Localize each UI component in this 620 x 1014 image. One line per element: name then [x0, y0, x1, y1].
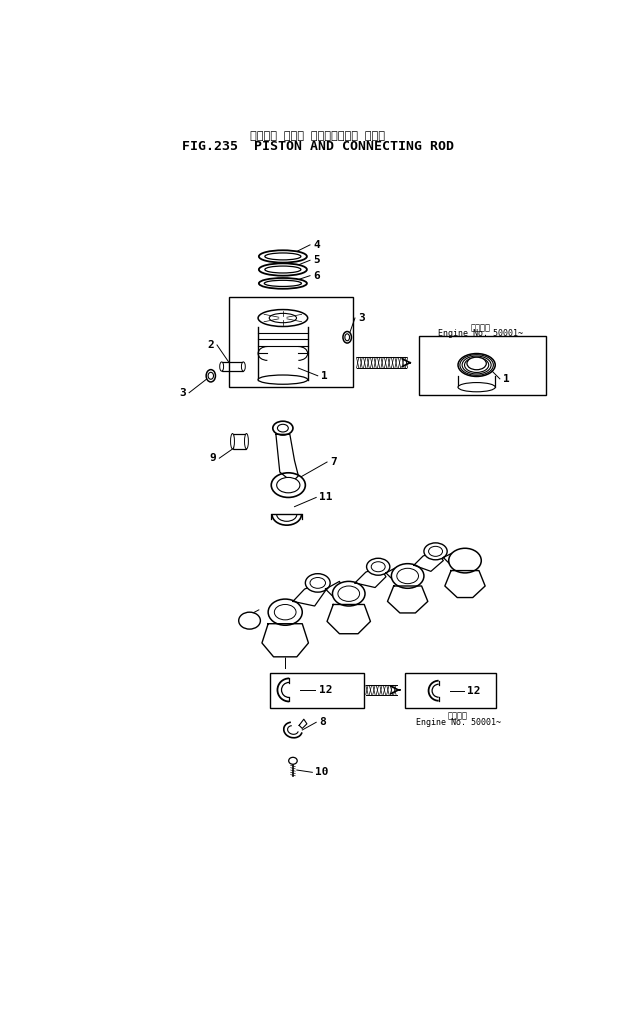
Text: 8: 8 — [319, 717, 326, 727]
Text: 適用番号: 適用番号 — [471, 323, 490, 333]
Polygon shape — [386, 567, 403, 581]
Polygon shape — [262, 624, 309, 657]
Ellipse shape — [371, 562, 385, 572]
Ellipse shape — [231, 434, 234, 449]
Text: 10: 10 — [316, 768, 329, 778]
Ellipse shape — [464, 358, 489, 372]
Text: 3: 3 — [179, 387, 186, 397]
Polygon shape — [299, 719, 307, 728]
Polygon shape — [443, 552, 462, 565]
Ellipse shape — [265, 266, 301, 273]
Text: 11: 11 — [319, 493, 333, 503]
Ellipse shape — [391, 564, 424, 588]
Polygon shape — [388, 586, 428, 612]
Ellipse shape — [449, 549, 481, 573]
Polygon shape — [327, 604, 371, 634]
Ellipse shape — [462, 356, 491, 374]
Text: 1: 1 — [321, 371, 327, 381]
Polygon shape — [414, 552, 443, 571]
Ellipse shape — [259, 278, 307, 289]
Ellipse shape — [244, 434, 249, 449]
Text: FIG.235  PISTON AND CONNECTING ROD: FIG.235 PISTON AND CONNECTING ROD — [182, 140, 454, 153]
Bar — [404, 673, 496, 709]
Ellipse shape — [343, 332, 352, 343]
Text: 12: 12 — [467, 685, 481, 696]
Ellipse shape — [424, 542, 447, 560]
Ellipse shape — [467, 357, 486, 370]
Ellipse shape — [277, 478, 300, 493]
Polygon shape — [276, 434, 298, 482]
Text: ピストン および コネクティング ロッド: ピストン および コネクティング ロッド — [250, 131, 385, 141]
Ellipse shape — [259, 250, 307, 263]
Ellipse shape — [265, 252, 301, 260]
Ellipse shape — [273, 421, 293, 435]
Ellipse shape — [258, 309, 308, 327]
Text: 6: 6 — [313, 271, 320, 281]
Text: 4: 4 — [313, 240, 320, 249]
Ellipse shape — [264, 280, 301, 287]
Ellipse shape — [206, 370, 216, 382]
Bar — [418, 336, 546, 395]
Ellipse shape — [338, 586, 360, 601]
Ellipse shape — [458, 382, 495, 391]
Text: 2: 2 — [207, 340, 214, 350]
Ellipse shape — [272, 473, 306, 498]
Ellipse shape — [366, 559, 390, 575]
Ellipse shape — [460, 355, 494, 375]
Ellipse shape — [241, 362, 246, 371]
Ellipse shape — [289, 757, 297, 765]
FancyBboxPatch shape — [222, 362, 243, 371]
Ellipse shape — [269, 313, 296, 322]
Polygon shape — [326, 581, 345, 598]
Ellipse shape — [219, 362, 224, 371]
Text: Engine No. 50001~: Engine No. 50001~ — [438, 329, 523, 338]
Polygon shape — [293, 583, 326, 606]
Ellipse shape — [208, 372, 213, 379]
Ellipse shape — [278, 424, 288, 432]
Ellipse shape — [275, 604, 296, 620]
Ellipse shape — [306, 574, 330, 592]
Ellipse shape — [345, 334, 350, 341]
Ellipse shape — [259, 264, 307, 276]
Text: 1: 1 — [503, 374, 510, 384]
Polygon shape — [355, 567, 386, 587]
Ellipse shape — [458, 354, 495, 376]
Text: 5: 5 — [313, 256, 320, 266]
Ellipse shape — [310, 578, 326, 588]
Bar — [229, 297, 353, 387]
Bar — [270, 673, 365, 709]
Ellipse shape — [268, 599, 303, 626]
Ellipse shape — [428, 547, 443, 557]
Text: 3: 3 — [358, 313, 365, 323]
Text: 適用番号: 適用番号 — [448, 712, 468, 721]
Ellipse shape — [239, 612, 260, 629]
Text: 12: 12 — [319, 684, 332, 695]
Text: 7: 7 — [330, 457, 337, 467]
Ellipse shape — [332, 581, 365, 606]
Text: 9: 9 — [210, 453, 216, 463]
Text: Engine No. 50001~: Engine No. 50001~ — [415, 718, 500, 727]
Ellipse shape — [397, 568, 419, 584]
Polygon shape — [445, 571, 485, 597]
Ellipse shape — [258, 375, 308, 384]
FancyBboxPatch shape — [232, 434, 247, 449]
